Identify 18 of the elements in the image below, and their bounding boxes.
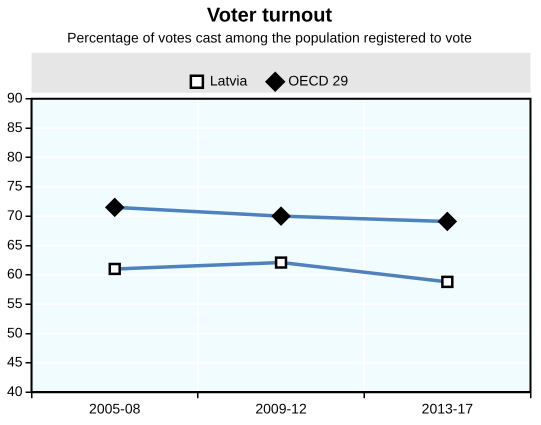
y-tick-label: 85: [6, 119, 23, 135]
x-tick-label: 2009-12: [255, 400, 307, 416]
legend-label: Latvia: [210, 72, 248, 89]
y-tick-label: 70: [6, 207, 23, 224]
y-tick-label: 60: [6, 266, 23, 282]
y-tick-label: 40: [6, 383, 23, 400]
y-tick-label: 45: [6, 354, 23, 370]
y-tick-label: 90: [6, 90, 23, 106]
chart-title: Voter turnout: [206, 4, 332, 27]
y-tick-label: 80: [6, 148, 23, 164]
x-tick-label: 2005-08: [89, 400, 141, 416]
y-tick-label: 50: [6, 324, 23, 340]
legend-label: OECD 29: [288, 72, 348, 89]
y-tick-label: 55: [6, 295, 23, 312]
y-tick-label: 65: [6, 236, 23, 252]
x-tick-label: 2013-17: [422, 400, 474, 416]
chart-subtitle: Percentage of votes cast among the population registered to vote: [67, 29, 472, 46]
y-tick-label: 75: [6, 178, 23, 194]
